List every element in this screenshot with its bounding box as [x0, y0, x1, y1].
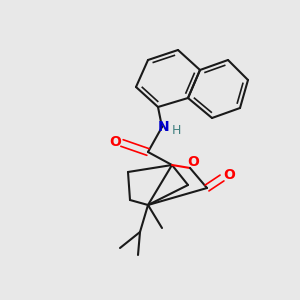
Text: O: O [223, 168, 235, 182]
Text: O: O [187, 155, 199, 169]
Text: N: N [158, 120, 170, 134]
Text: H: H [171, 124, 181, 136]
Text: O: O [109, 135, 121, 149]
